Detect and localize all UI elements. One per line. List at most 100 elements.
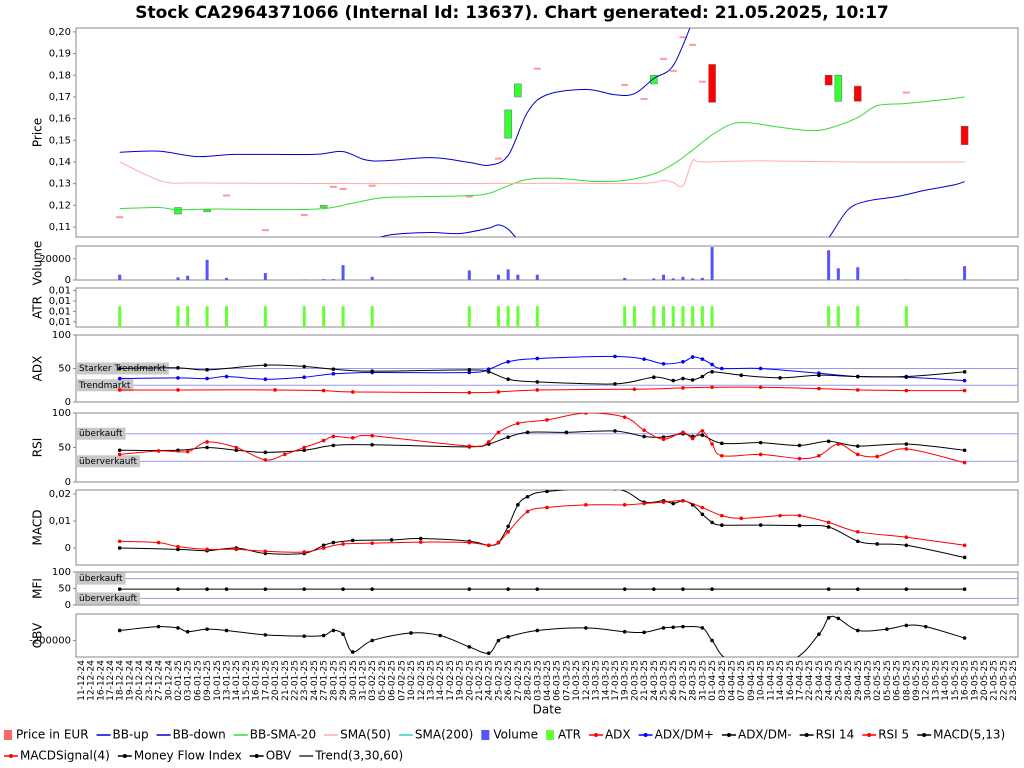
y-axis-label: Volume: [31, 241, 45, 286]
point: [263, 377, 268, 382]
line: [119, 386, 965, 394]
bar: [671, 278, 675, 280]
candle: [329, 185, 337, 188]
legend-label: RSI 14: [816, 728, 855, 742]
bar: [225, 277, 229, 280]
point: [710, 370, 714, 374]
point: [836, 616, 841, 621]
line: [119, 28, 691, 167]
point: [778, 513, 782, 518]
point: [904, 535, 909, 540]
x-tick-label: 25-04-25: [834, 660, 844, 701]
point: [817, 453, 821, 458]
point: [205, 547, 209, 552]
x-tick-label: 09-01-25: [203, 660, 213, 701]
x-tick-label: 18-12-24: [116, 660, 126, 701]
candle: [689, 43, 697, 46]
panel-frame: [75, 287, 1019, 328]
x-tick-label: 28-01-25: [329, 660, 339, 701]
point: [486, 543, 491, 548]
bar: [331, 279, 335, 280]
point: [613, 354, 617, 359]
point: [661, 437, 666, 442]
bar: [623, 306, 627, 327]
line: [119, 96, 965, 211]
point: [321, 546, 326, 550]
candle: [660, 57, 668, 60]
candle: [533, 67, 541, 70]
point: [681, 587, 685, 591]
legend-item: Volume: [481, 728, 538, 742]
point: [156, 540, 161, 545]
bar: [263, 306, 267, 327]
x-tick-label: 10-03-25: [572, 660, 582, 701]
legend-item: Price in EUR: [4, 728, 89, 742]
point: [224, 587, 229, 591]
point: [904, 623, 909, 628]
legend-item: Money Flow Index: [117, 749, 242, 763]
point: [506, 587, 510, 591]
point: [331, 628, 336, 633]
point: [622, 587, 627, 591]
point: [671, 501, 676, 506]
x-tick-label: 26-03-25: [669, 660, 679, 701]
point: [506, 524, 510, 529]
x-tick-label: 29-04-25: [854, 660, 864, 701]
point: [545, 505, 549, 510]
legend-swatch: [4, 730, 12, 740]
x-tick-label: 16-04-25: [786, 660, 796, 701]
point: [302, 375, 307, 380]
candle: [116, 216, 124, 219]
y-axis-label: MACD: [31, 510, 45, 546]
candle: [960, 125, 969, 145]
point: [962, 370, 967, 374]
legend-label: ADX/DM-: [738, 728, 792, 742]
point: [205, 627, 209, 631]
point: [467, 540, 472, 545]
point: [710, 587, 714, 591]
bar: [827, 250, 831, 280]
point: [418, 540, 423, 544]
line: [119, 413, 965, 464]
x-tick-label: 30-12-24: [164, 660, 174, 701]
x-tick-label: 13-02-25: [426, 660, 436, 701]
y-tick-label: 100: [52, 408, 71, 419]
point: [855, 388, 860, 392]
x-tick-label: 26-02-25: [504, 660, 514, 701]
bar: [904, 306, 908, 327]
point: [700, 512, 705, 517]
point: [817, 632, 821, 637]
x-tick-label: 04-03-25: [543, 660, 553, 701]
point: [321, 543, 326, 548]
point: [904, 374, 909, 379]
candle: [504, 109, 512, 139]
y-tick-label: 0,01: [49, 516, 71, 527]
point: [710, 385, 714, 390]
point: [642, 630, 646, 635]
legend-item: RSI 5: [862, 728, 909, 742]
point: [836, 442, 841, 446]
point: [962, 587, 967, 591]
point: [321, 438, 326, 443]
legend-dot: [254, 754, 259, 758]
point: [720, 366, 724, 371]
legend-label: ADX/DM+: [655, 728, 714, 742]
x-tick-label: 21-05-25: [990, 660, 1000, 701]
x-tick-label: 31-01-25: [358, 660, 368, 701]
point: [302, 445, 307, 450]
legend-dot: [593, 733, 598, 737]
x-tick-label: 28-03-25: [689, 660, 699, 701]
reference-label: überverkauft: [79, 594, 138, 604]
bar: [535, 306, 539, 327]
x-tick-label: 22-01-25: [291, 660, 301, 701]
candle: [465, 195, 473, 198]
legend-label: RSI 5: [878, 728, 909, 742]
candle: [650, 75, 658, 85]
x-tick-label: 19-02-25: [456, 660, 466, 701]
y-tick-label: 0,18: [49, 70, 71, 81]
x-tick-label: 25-02-25: [494, 660, 504, 701]
point: [826, 439, 831, 444]
point: [700, 433, 705, 437]
legend-label: Trend(3,30,60): [314, 749, 403, 763]
point: [263, 450, 268, 455]
